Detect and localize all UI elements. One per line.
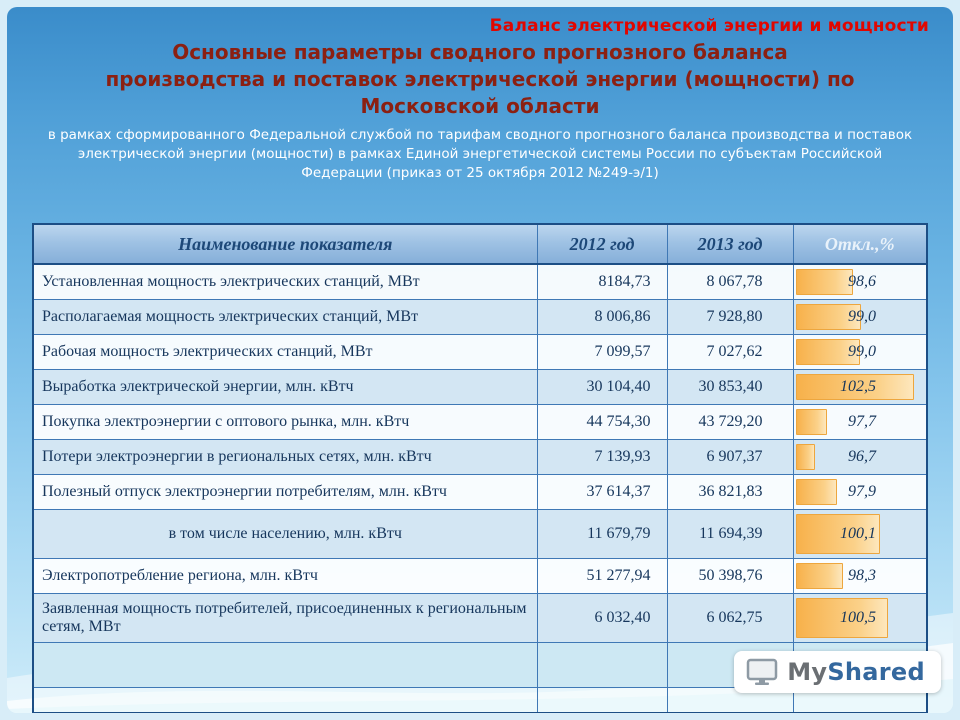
table-row: Заявленная мощность потребителей, присое… — [32, 593, 928, 643]
cell-name: Установленная мощность электрических ста… — [32, 263, 538, 300]
cell-2012: 37 614,37 — [536, 474, 668, 510]
deviation-bar — [795, 563, 843, 589]
slide-subtitle: в рамках сформированного Федеральной слу… — [7, 126, 953, 183]
cell-deviation: 99,0 — [792, 299, 928, 335]
table-row: Располагаемая мощность электрических ста… — [32, 299, 928, 335]
deviation-bar — [795, 444, 815, 470]
cell-name: Выработка электрической энергии, млн. кВ… — [32, 369, 538, 405]
empty-cell — [536, 687, 668, 713]
deviation-value: 98,3 — [848, 567, 876, 584]
deviation-value: 100,1 — [840, 525, 876, 542]
table-row: Выработка электрической энергии, млн. кВ… — [32, 369, 928, 405]
col-header-2013: 2013 год — [666, 223, 794, 265]
deviation-bar — [795, 409, 827, 435]
deviation-value: 97,9 — [848, 483, 876, 500]
table-row: Покупка электроэнергии с оптового рынка,… — [32, 404, 928, 440]
deviation-bar — [795, 269, 854, 295]
deviation-value: 102,5 — [840, 378, 876, 395]
cell-deviation: 100,5 — [792, 593, 928, 643]
page-title-line: Основные параметры сводного прогнозного … — [172, 40, 788, 64]
deviation-value: 98,6 — [848, 273, 876, 290]
cell-name: Располагаемая мощность электрических ста… — [32, 299, 538, 335]
slide-kicker: Баланс электрической энергии и мощности — [489, 16, 929, 36]
empty-cell — [32, 687, 538, 713]
cell-2012: 6 032,40 — [536, 593, 668, 643]
slide: Баланс электрической энергии и мощности … — [7, 7, 953, 713]
deviation-bar — [795, 598, 888, 638]
cell-deviation: 98,3 — [792, 558, 928, 594]
col-header-2012: 2012 год — [536, 223, 668, 265]
cell-2013: 30 853,40 — [666, 369, 794, 405]
cell-2012: 51 277,94 — [536, 558, 668, 594]
cell-name: Рабочая мощность электрических станций, … — [32, 334, 538, 370]
deviation-value: 99,0 — [848, 343, 876, 360]
cell-2012: 44 754,30 — [536, 404, 668, 440]
cell-name: в том числе населению, млн. кВтч — [32, 509, 538, 559]
cell-2012: 11 679,79 — [536, 509, 668, 559]
empty-cell — [536, 642, 668, 688]
cell-2012: 7 139,93 — [536, 439, 668, 475]
cell-2013: 36 821,83 — [666, 474, 794, 510]
cell-deviation: 98,6 — [792, 263, 928, 300]
cell-name: Потери электроэнергии в региональных сет… — [32, 439, 538, 475]
logo-text-shared: Shared — [827, 658, 925, 686]
deviation-bar — [795, 374, 915, 400]
cell-deviation: 99,0 — [792, 334, 928, 370]
logo-text-my: My — [787, 658, 828, 686]
table-header-row: Наименование показателя 2012 год 2013 го… — [32, 223, 928, 265]
cell-2013: 7 027,62 — [666, 334, 794, 370]
cell-2012: 8 006,86 — [536, 299, 668, 335]
page-title: Основные параметры сводного прогнозного … — [7, 39, 953, 120]
deviation-value: 100,5 — [840, 609, 876, 626]
table-row: Потери электроэнергии в региональных сет… — [32, 439, 928, 475]
cell-2013: 43 729,20 — [666, 404, 794, 440]
subtitle-line: электрической энергии (мощности) в рамка… — [77, 146, 883, 162]
cell-2013: 7 928,80 — [666, 299, 794, 335]
table-row: Рабочая мощность электрических станций, … — [32, 334, 928, 370]
cell-name: Полезный отпуск электроэнергии потребите… — [32, 474, 538, 510]
balance-table: Наименование показателя 2012 год 2013 го… — [32, 223, 928, 713]
deviation-bar — [795, 339, 860, 365]
cell-2013: 50 398,76 — [666, 558, 794, 594]
table-row: Полезный отпуск электроэнергии потребите… — [32, 474, 928, 510]
deviation-value: 97,7 — [848, 413, 876, 430]
cell-2013: 6 907,37 — [666, 439, 794, 475]
col-header-name: Наименование показателя — [32, 223, 538, 265]
table-row: Установленная мощность электрических ста… — [32, 263, 928, 300]
cell-2013: 11 694,39 — [666, 509, 794, 559]
deviation-value: 96,7 — [848, 448, 876, 465]
cell-2012: 7 099,57 — [536, 334, 668, 370]
cell-deviation: 96,7 — [792, 439, 928, 475]
deviation-bar — [795, 304, 862, 330]
cell-2013: 6 062,75 — [666, 593, 794, 643]
subtitle-line: в рамках сформированного Федеральной слу… — [47, 127, 913, 143]
monitor-icon — [746, 658, 778, 685]
logo-text: MyShared — [787, 658, 925, 686]
col-header-deviation: Откл.,% — [792, 223, 928, 265]
deviation-bar — [795, 479, 838, 505]
deviation-value: 99,0 — [848, 308, 876, 325]
cell-deviation: 97,7 — [792, 404, 928, 440]
page-title-line: производства и поставок электрической эн… — [105, 67, 855, 91]
cell-name: Покупка электроэнергии с оптового рынка,… — [32, 404, 538, 440]
cell-2012: 8184,73 — [536, 263, 668, 300]
page-title-line: Московской области — [360, 94, 600, 118]
subtitle-line: Федерации (приказ от 25 октября 2012 №24… — [301, 165, 659, 181]
cell-2012: 30 104,40 — [536, 369, 668, 405]
empty-cell — [32, 642, 538, 688]
deviation-bar — [795, 514, 880, 554]
myshared-logo[interactable]: MyShared — [734, 651, 941, 693]
cell-2013: 8 067,78 — [666, 263, 794, 300]
table-row: Электропотребление региона, млн. кВтч 51… — [32, 558, 928, 594]
cell-name: Заявленная мощность потребителей, присое… — [32, 593, 538, 643]
cell-name: Электропотребление региона, млн. кВтч — [32, 558, 538, 594]
cell-deviation: 97,9 — [792, 474, 928, 510]
cell-deviation: 100,1 — [792, 509, 928, 559]
table-row: в том числе населению, млн. кВтч 11 679,… — [32, 509, 928, 559]
cell-deviation: 102,5 — [792, 369, 928, 405]
